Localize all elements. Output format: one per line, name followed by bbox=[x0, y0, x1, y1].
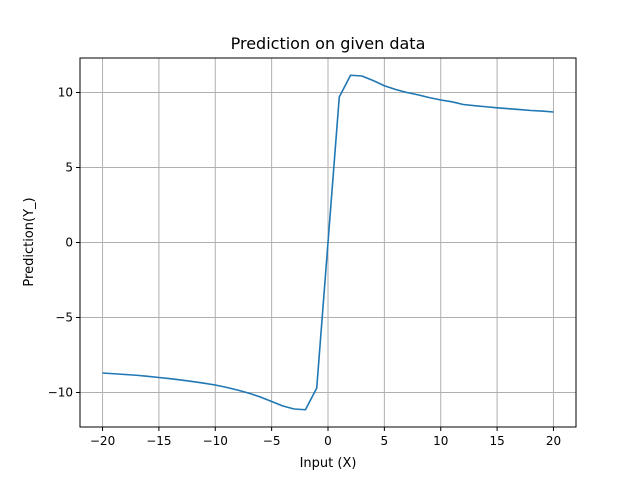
x-tick-label: 10 bbox=[433, 434, 448, 448]
x-tick-label: 20 bbox=[546, 434, 561, 448]
y-tick-label: 0 bbox=[65, 236, 73, 250]
y-tick-label: 5 bbox=[65, 161, 73, 175]
x-tick-label: −15 bbox=[146, 434, 171, 448]
chart-title: Prediction on given data bbox=[231, 34, 426, 53]
y-tick-label: 10 bbox=[58, 86, 73, 100]
x-tick-label: −10 bbox=[203, 434, 228, 448]
x-tick-label: 5 bbox=[381, 434, 389, 448]
ticks: −20 −15 −10 −5 0 5 10 15 20 −10 −5 0 5 10 bbox=[48, 86, 561, 449]
x-axis-label: Input (X) bbox=[300, 456, 357, 471]
x-tick-label: 0 bbox=[324, 434, 332, 448]
y-tick-label: −10 bbox=[48, 386, 73, 400]
y-tick-label: −5 bbox=[55, 311, 73, 325]
x-tick-label: −20 bbox=[90, 434, 115, 448]
series-layer bbox=[102, 74, 554, 411]
x-tick-label: 15 bbox=[489, 434, 504, 448]
y-axis-label: Prediction(Y_) bbox=[22, 197, 37, 286]
prediction-line bbox=[102, 74, 554, 411]
x-tick-label: −5 bbox=[263, 434, 281, 448]
